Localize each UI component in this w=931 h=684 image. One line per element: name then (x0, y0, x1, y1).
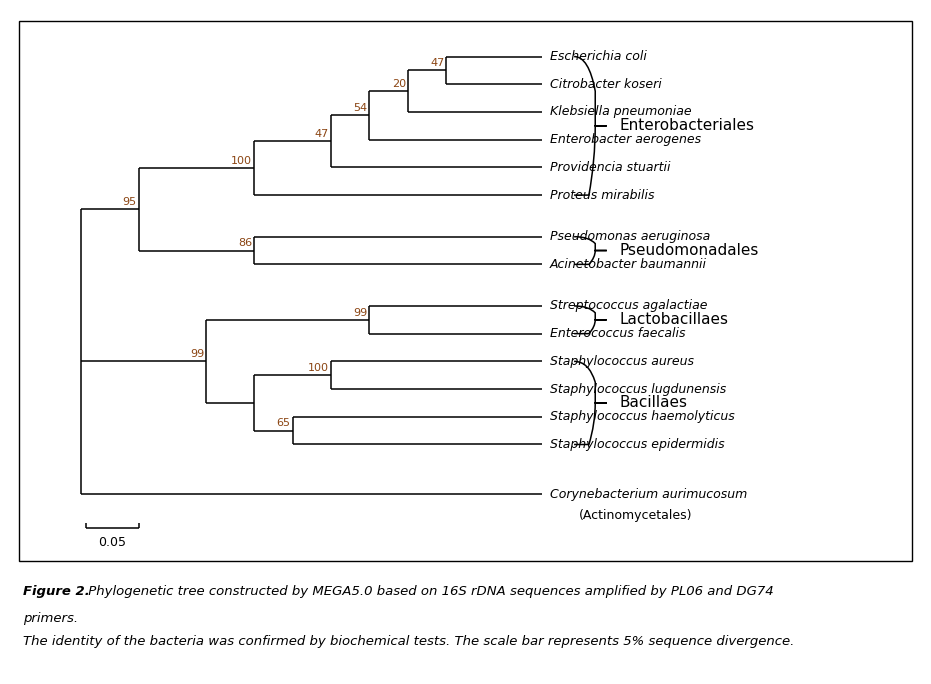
Text: 0.05: 0.05 (99, 536, 127, 549)
Text: Figure 2.: Figure 2. (23, 585, 90, 598)
Text: Corynebacterium aurimucosum: Corynebacterium aurimucosum (550, 488, 748, 501)
Text: primers.: primers. (23, 612, 78, 625)
Text: Enterobacteriales: Enterobacteriales (619, 118, 754, 133)
Text: 86: 86 (238, 238, 252, 248)
Text: 65: 65 (277, 419, 290, 428)
Text: Phylogenetic tree constructed by MEGA5.0 based on 16S rDNA sequences amplified b: Phylogenetic tree constructed by MEGA5.0… (84, 585, 774, 598)
Text: Streptococcus agalactiae: Streptococcus agalactiae (550, 300, 708, 313)
Text: The identity of the bacteria was confirmed by biochemical tests. The scale bar r: The identity of the bacteria was confirm… (23, 635, 795, 648)
Bar (19, 21, 912, 561)
Text: 99: 99 (353, 308, 368, 317)
Text: Bacillaes: Bacillaes (619, 395, 687, 410)
Text: 47: 47 (430, 58, 444, 68)
Text: Staphylococcus lugdunensis: Staphylococcus lugdunensis (550, 382, 726, 395)
Text: 47: 47 (315, 129, 329, 139)
Text: 100: 100 (231, 156, 252, 166)
Text: Pseudomonas aeruginosa: Pseudomonas aeruginosa (550, 230, 710, 244)
Text: 95: 95 (123, 197, 137, 207)
Text: Escherichia coli: Escherichia coli (550, 50, 647, 63)
Text: Proteus mirabilis: Proteus mirabilis (550, 189, 654, 202)
Text: Citrobacter koseri: Citrobacter koseri (550, 78, 662, 91)
Text: 99: 99 (190, 349, 204, 359)
Text: Enterococcus faecalis: Enterococcus faecalis (550, 327, 685, 340)
Text: Pseudomonadales: Pseudomonadales (619, 243, 759, 258)
Text: Staphylococcus aureus: Staphylococcus aureus (550, 355, 695, 368)
Text: Lactobacillaes: Lactobacillaes (619, 313, 728, 328)
Text: Enterobacter aerogenes: Enterobacter aerogenes (550, 133, 701, 146)
Text: 20: 20 (392, 79, 406, 89)
Text: (Actinomycetales): (Actinomycetales) (579, 509, 693, 522)
Text: Klebsiella pneumoniae: Klebsiella pneumoniae (550, 105, 692, 118)
Text: 100: 100 (308, 363, 329, 373)
Text: Staphylococcus haemolyticus: Staphylococcus haemolyticus (550, 410, 735, 423)
Text: 54: 54 (354, 103, 368, 114)
Text: Staphylococcus epidermidis: Staphylococcus epidermidis (550, 438, 724, 451)
Text: Acinetobacter baumannii: Acinetobacter baumannii (550, 258, 707, 271)
Text: Providencia stuartii: Providencia stuartii (550, 161, 670, 174)
